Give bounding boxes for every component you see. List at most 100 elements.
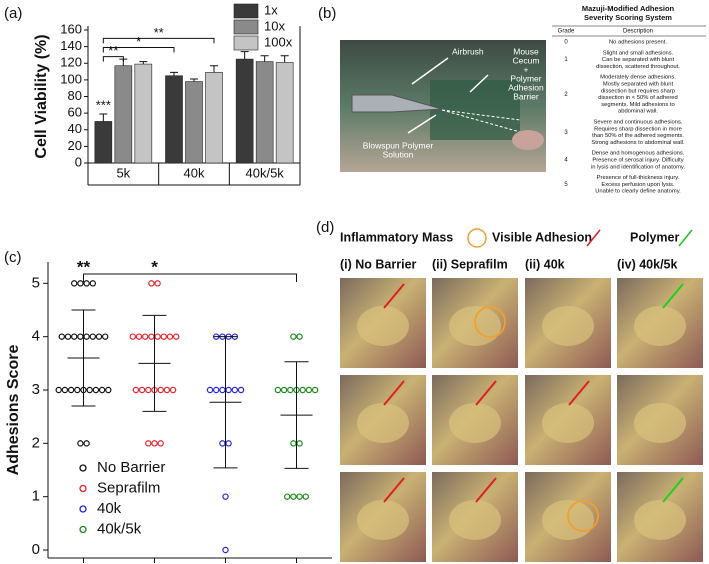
table-header: Grade <box>558 29 575 35</box>
table-cell: Presence of full-thickness injury. <box>597 175 680 181</box>
table-cell: Unable to clearly define anatomy. <box>595 189 681 195</box>
legend-marker <box>79 484 87 493</box>
error-bar <box>240 51 249 60</box>
photo-label: Polymer <box>510 73 541 83</box>
photo-label: Cecum <box>513 55 540 65</box>
photo-label: Blowspun Polymer <box>363 140 434 150</box>
panel-label: (c) <box>4 249 22 266</box>
data-point <box>311 386 319 394</box>
photo-label: Barrier <box>513 91 539 101</box>
legend-label: No Barrier <box>97 459 165 476</box>
legend-label: Visible Adhesion <box>492 230 592 244</box>
y-tick-label: 80 <box>68 88 82 103</box>
table-cell: Slight and small adhesions. <box>603 50 674 56</box>
data-point <box>58 333 66 340</box>
adhesion-arrow <box>475 477 497 503</box>
y-tick-label: 5 <box>32 274 40 291</box>
table-cell: Mostly separated with blunt <box>603 82 674 88</box>
table-cell: Moderately dense adhesions. <box>600 75 676 81</box>
bar <box>275 62 294 164</box>
sd-bar <box>71 309 96 407</box>
x-tick-label: 40k <box>184 165 205 180</box>
data-point <box>222 493 229 500</box>
table-cell: 2 <box>564 92 568 98</box>
bar <box>185 81 203 164</box>
data-point <box>290 440 297 447</box>
data-point <box>287 386 294 394</box>
y-tick-label: 0 <box>75 154 82 169</box>
legend-marker <box>79 464 87 472</box>
legend-label: Polymer <box>630 230 679 244</box>
data-point <box>145 440 152 447</box>
mass-circle <box>474 306 506 338</box>
data-point <box>83 440 90 447</box>
data-point <box>86 386 93 394</box>
annotation: ** <box>77 257 91 276</box>
bar <box>255 61 274 164</box>
data-point <box>101 333 109 340</box>
data-point <box>231 386 238 394</box>
table-cell: 4 <box>564 158 568 164</box>
data-point <box>296 440 303 447</box>
photo-detail <box>634 403 686 443</box>
legend-circle <box>467 228 487 248</box>
data-point <box>280 386 288 394</box>
airbrush <box>351 94 443 113</box>
table-cell: 5 <box>564 182 568 188</box>
table-cell: Excess perfusion upon lysis. <box>601 182 675 188</box>
data-point <box>151 440 158 447</box>
polymer-arrow <box>662 283 684 309</box>
y-axis-label: Adhesions Score <box>5 345 22 476</box>
sd-bar <box>213 336 238 469</box>
adhesion-arrow <box>383 283 405 309</box>
sd-bar <box>142 314 167 412</box>
legend-swatch <box>233 3 259 19</box>
y-tick-label: 120 <box>60 55 82 70</box>
photo-detail <box>449 403 501 443</box>
adhesion-arrow <box>475 380 497 406</box>
y-tick-label: 100 <box>60 71 82 86</box>
y-tick-label: 3 <box>32 381 40 398</box>
table-title: Mazuji-Modified Adhesion <box>582 4 675 13</box>
x-tick-label: 5k <box>116 165 130 180</box>
data-point <box>206 386 214 394</box>
sd-bar <box>284 361 309 469</box>
data-point <box>77 280 84 287</box>
data-point <box>129 333 136 340</box>
error-bar <box>139 61 148 65</box>
data-point <box>219 440 226 447</box>
legend-label: Inflammatory Mass <box>340 230 453 244</box>
legend-label: 40k/5k <box>97 520 142 537</box>
significance-bracket <box>102 46 175 53</box>
error-bar <box>170 71 178 76</box>
data-point <box>67 386 75 394</box>
spray-line <box>441 109 521 133</box>
data-point <box>135 333 143 340</box>
photo-label: + <box>524 64 529 74</box>
photo-detail <box>542 403 594 443</box>
data-point <box>77 440 84 447</box>
legend-arrow <box>586 229 601 247</box>
data-point <box>74 386 81 394</box>
y-tick-label: 160 <box>60 21 82 36</box>
x-tick-label: 40k/5k <box>246 165 285 180</box>
data-point <box>290 333 297 340</box>
data-point <box>237 386 245 394</box>
legend-marker <box>79 525 87 534</box>
data-point <box>290 493 297 500</box>
annotation: * <box>151 257 158 276</box>
data-point <box>296 493 303 500</box>
table-cell: dissection in < 50% of adhered <box>598 95 677 101</box>
table-cell: 3 <box>564 130 568 136</box>
table-title: Severity Scoring System <box>584 13 672 22</box>
y-tick-label: 60 <box>68 105 82 120</box>
photo-label: Airbrush <box>452 46 484 56</box>
photo-detail <box>357 500 409 540</box>
mouse <box>512 130 544 150</box>
bar <box>235 58 254 164</box>
legend-swatch <box>233 35 259 51</box>
column-header: (ii) Seprafilm <box>432 257 508 271</box>
data-point <box>172 333 180 340</box>
